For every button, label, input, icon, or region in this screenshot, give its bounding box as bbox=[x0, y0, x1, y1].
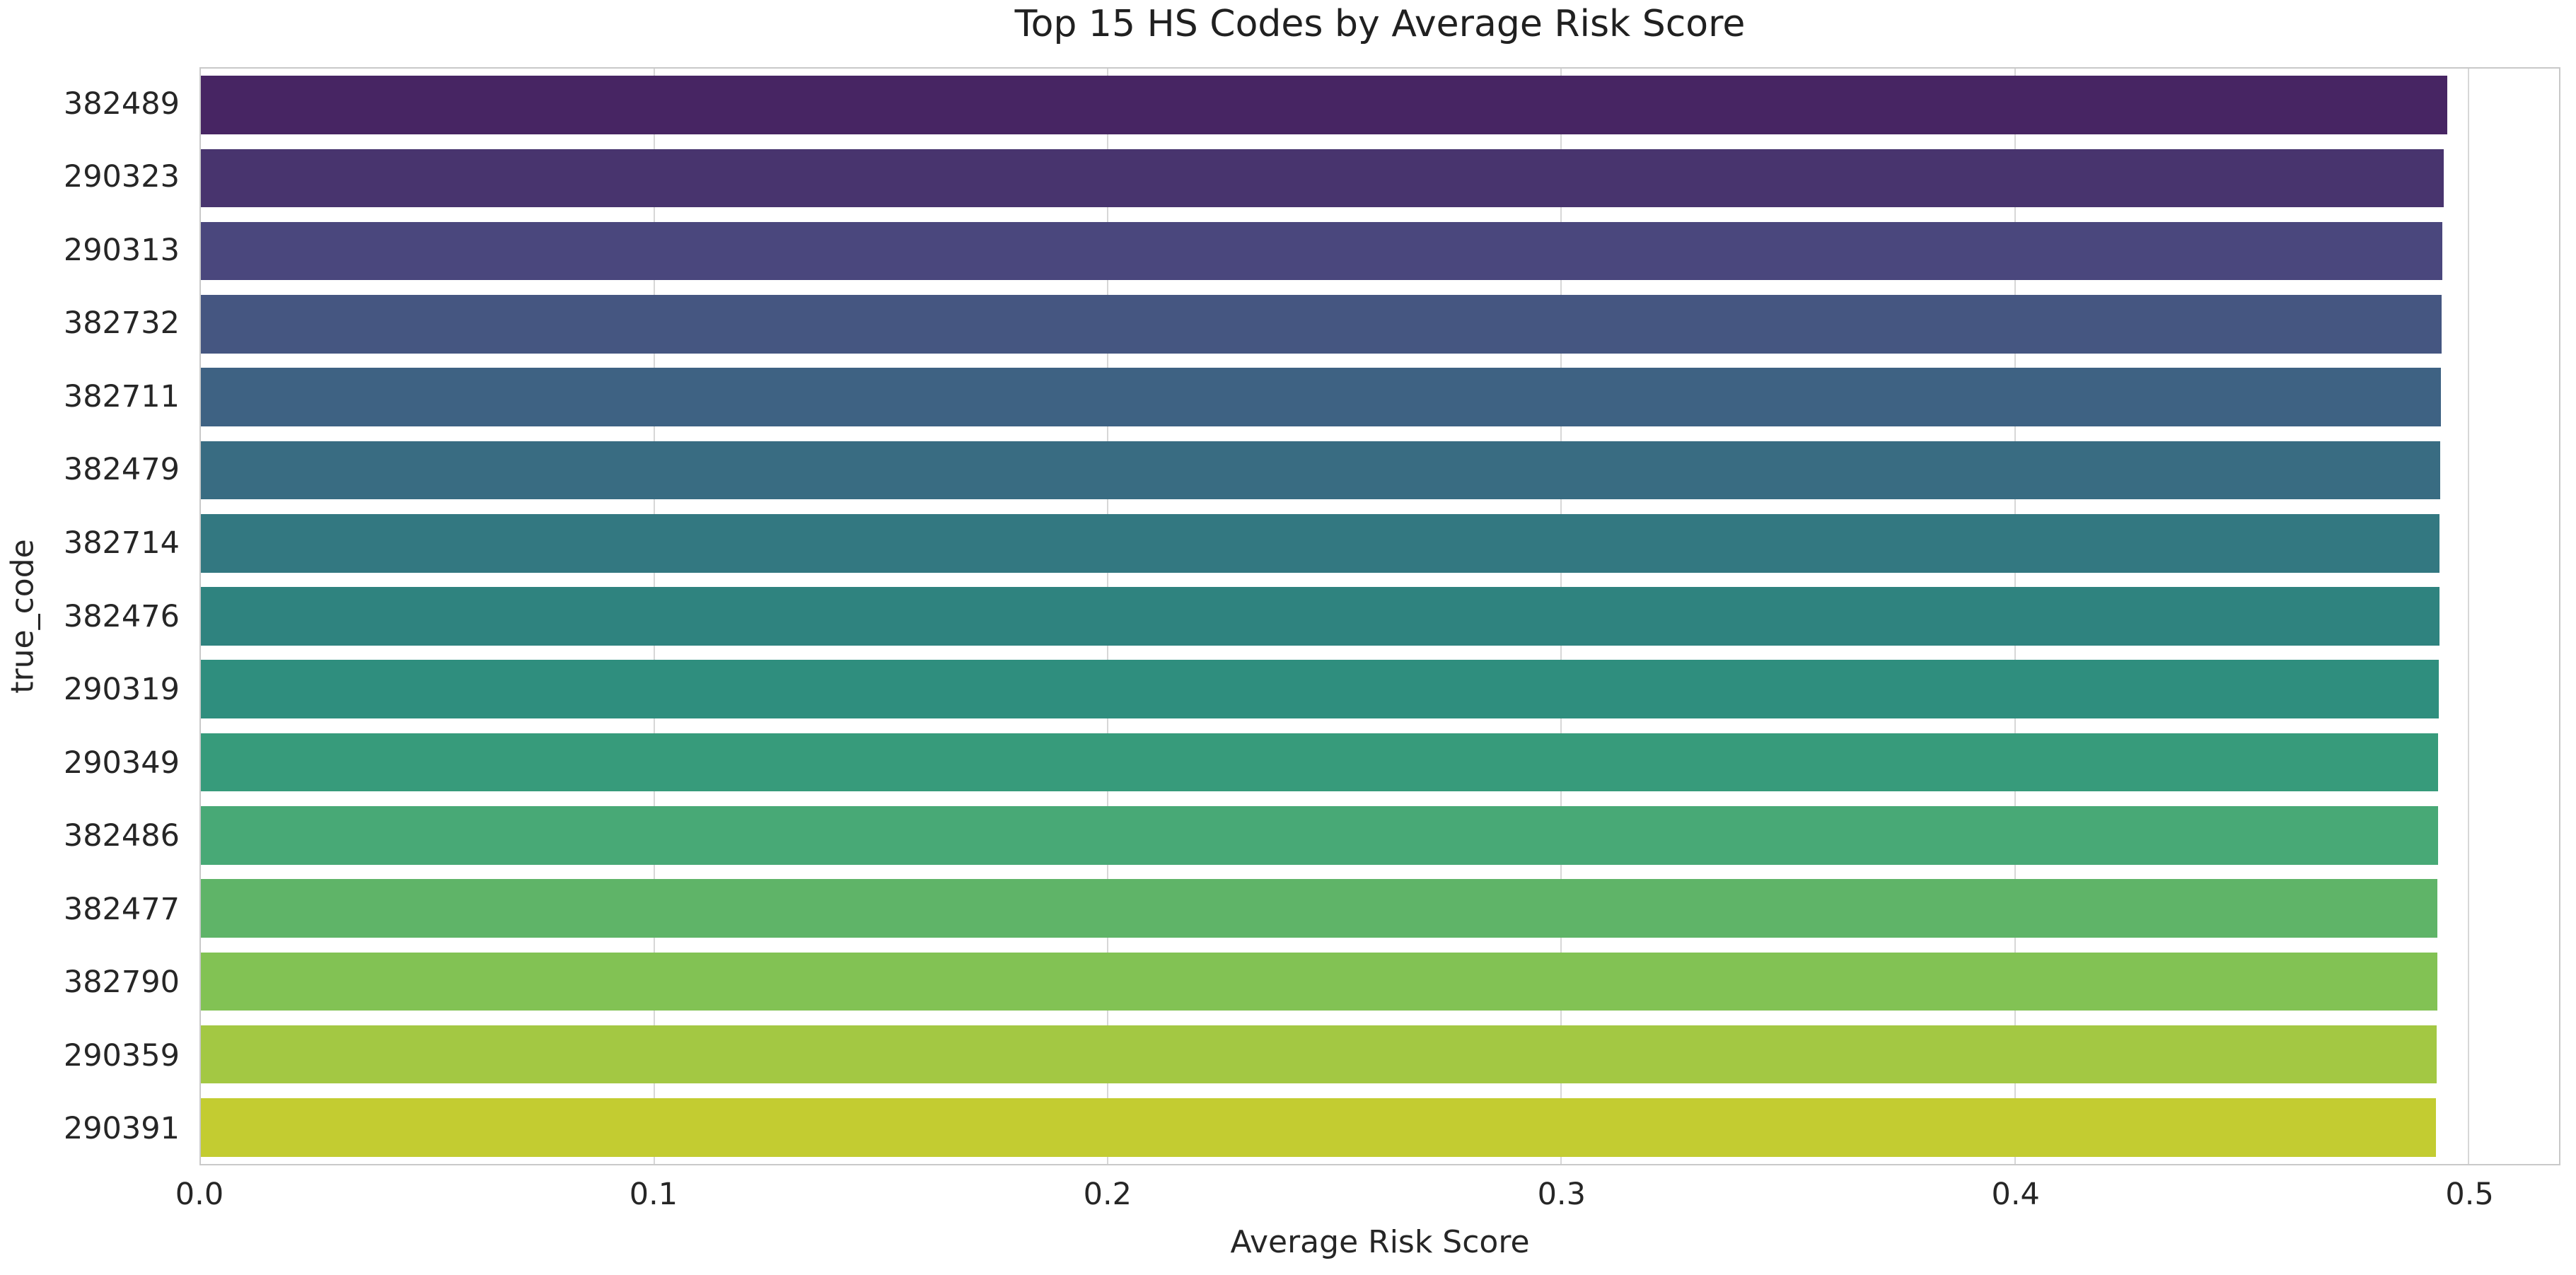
bar-row bbox=[201, 288, 2559, 361]
x-tick-label: 0.3 bbox=[1537, 1177, 1586, 1212]
bar-row bbox=[201, 799, 2559, 872]
bar-row bbox=[201, 141, 2559, 214]
y-tick-label: 382477 bbox=[63, 891, 180, 927]
bar-290391 bbox=[201, 1098, 2437, 1157]
bar-382476 bbox=[201, 587, 2439, 646]
bar-row bbox=[201, 1018, 2559, 1090]
y-tick-label: 290323 bbox=[63, 159, 180, 195]
bars-container bbox=[201, 69, 2559, 1164]
bar-382477 bbox=[201, 879, 2438, 938]
plot-area bbox=[199, 67, 2560, 1165]
x-tick-label: 0.0 bbox=[175, 1177, 224, 1212]
bar-290313 bbox=[201, 221, 2443, 281]
bar-row bbox=[201, 69, 2559, 141]
y-tick-label: 382732 bbox=[63, 305, 180, 342]
bar-row bbox=[201, 872, 2559, 945]
y-tick-label: 382711 bbox=[63, 378, 180, 414]
x-tick-label: 0.5 bbox=[2445, 1177, 2494, 1212]
y-tick-label: 382479 bbox=[63, 452, 180, 488]
bar-290323 bbox=[201, 149, 2444, 208]
bar-row bbox=[201, 945, 2559, 1018]
y-tick-label: 290359 bbox=[63, 1037, 180, 1073]
y-tick-label: 290313 bbox=[63, 232, 180, 268]
y-tick-label: 382486 bbox=[63, 818, 180, 854]
bar-row bbox=[201, 653, 2559, 726]
x-axis-label: Average Risk Score bbox=[1230, 1224, 1530, 1260]
bar-382790 bbox=[201, 952, 2437, 1011]
y-tick-label: 290319 bbox=[63, 672, 180, 708]
bar-290349 bbox=[201, 733, 2439, 792]
gridline bbox=[2467, 69, 2469, 1164]
bar-row bbox=[201, 1091, 2559, 1164]
bar-row bbox=[201, 215, 2559, 288]
y-tick-label: 382476 bbox=[63, 598, 180, 634]
y-tick-labels: 382489 290323 290313 382732 382711 382479 3827… bbox=[0, 67, 190, 1165]
x-tick-label: 0.4 bbox=[1991, 1177, 2040, 1212]
y-tick-label: 382489 bbox=[63, 86, 180, 122]
y-tick-label: 382714 bbox=[63, 525, 180, 561]
y-tick-label: 290391 bbox=[63, 1111, 180, 1147]
y-tick-label: 382790 bbox=[63, 965, 180, 1001]
bar-row bbox=[201, 361, 2559, 433]
bar-290319 bbox=[201, 660, 2439, 719]
bar-382711 bbox=[201, 368, 2441, 426]
x-tick-label: 0.2 bbox=[1083, 1177, 1132, 1212]
bar-row bbox=[201, 433, 2559, 506]
bar-row bbox=[201, 580, 2559, 653]
bar-382732 bbox=[201, 295, 2442, 354]
bar-382486 bbox=[201, 805, 2438, 865]
bar-row bbox=[201, 507, 2559, 580]
bar-382714 bbox=[201, 513, 2440, 573]
bar-290359 bbox=[201, 1025, 2437, 1084]
x-tick-labels: 0.0 0.1 0.2 0.3 0.4 0.5 bbox=[175, 1177, 2560, 1219]
bar-382479 bbox=[201, 441, 2441, 500]
bar-382489 bbox=[201, 76, 2447, 134]
y-tick-label: 290349 bbox=[63, 745, 180, 781]
chart-title: Top 15 HS Codes by Average Risk Score bbox=[1014, 3, 1746, 45]
bar-row bbox=[201, 726, 2559, 798]
x-tick-label: 0.1 bbox=[629, 1177, 678, 1212]
